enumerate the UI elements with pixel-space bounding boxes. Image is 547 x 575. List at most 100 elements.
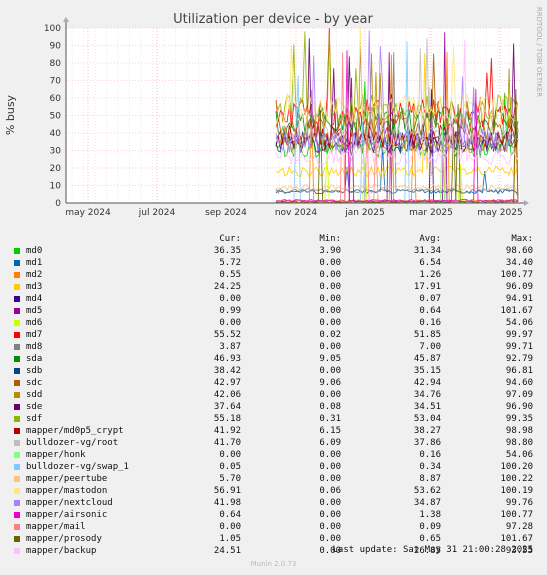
legend-series-name: mapper/backup	[26, 546, 97, 556]
legend-min-value: 0.00	[319, 294, 341, 304]
legend-min-value: 0.08	[319, 402, 341, 412]
legend-series-name: mapper/airsonic	[26, 510, 108, 520]
legend-min-value: 0.00	[319, 534, 341, 544]
legend-cur-value: 41.70	[213, 438, 241, 448]
legend-avg-value: 7.00	[419, 342, 441, 352]
legend-avg-value: 1.26	[419, 270, 441, 280]
legend-max-value: 93.55	[505, 546, 533, 556]
legend-cur-value: 0.00	[219, 294, 241, 304]
legend-max-value: 100.77	[500, 510, 533, 520]
y-tick-label: 50	[50, 112, 62, 122]
legend-min-value: 0.00	[319, 510, 341, 520]
legend-avg-value: 34.87	[413, 498, 441, 508]
legend-cur-value: 46.93	[213, 354, 241, 364]
legend-min-value: 0.00	[319, 366, 341, 376]
legend-avg-value: 1.38	[419, 510, 441, 520]
legend-max-value: 54.06	[505, 318, 533, 328]
legend-min-value: 0.00	[319, 462, 341, 472]
legend-swatch	[14, 248, 20, 254]
legend-series-name: sdf	[26, 414, 43, 424]
x-tick-label: sep 2024	[205, 208, 247, 218]
legend-min-value: 9.06	[319, 378, 341, 388]
legend-cur-value: 0.55	[219, 270, 241, 280]
legend-cur-value: 24.25	[213, 282, 241, 292]
legend-series-name: bulldozer-vg/swap_1	[26, 462, 129, 472]
legend-avg-value: 0.16	[419, 450, 441, 460]
legend-swatch	[14, 392, 20, 398]
legend-max-value: 101.67	[500, 306, 533, 316]
series-line	[275, 27, 519, 126]
rrdtool-watermark: RRDTOOL / TOBI OETIKER	[535, 7, 543, 97]
legend-cur-value: 0.00	[219, 522, 241, 532]
legend-header-min: Min:	[319, 234, 341, 244]
legend-min-value: 0.02	[319, 330, 341, 340]
legend-series-name: sda	[26, 354, 43, 364]
legend-swatch	[14, 416, 20, 422]
legend-row: mapper/md0p5_crypt 41.92 6.15 38.27 98.98	[0, 425, 547, 437]
legend-row: mapper/airsonic 0.64 0.00 1.38 100.77	[0, 509, 547, 521]
last-update: Last update: Sat May 31 21:00:28 2025	[332, 545, 533, 555]
legend-series-name: sde	[26, 402, 43, 412]
legend-avg-value: 31.34	[413, 246, 441, 256]
legend-avg-value: 17.91	[413, 282, 441, 292]
legend-max-value: 99.76	[505, 498, 533, 508]
legend-series-name: md4	[26, 294, 43, 304]
legend-row: mapper/backup 24.51 0.00 26.85 93.55	[0, 545, 547, 557]
legend-max-value: 100.77	[500, 270, 533, 280]
legend-swatch	[14, 452, 20, 458]
legend-avg-value: 0.07	[419, 294, 441, 304]
legend-min-value: 0.00	[319, 342, 341, 352]
legend-avg-value: 35.15	[413, 366, 441, 376]
legend-row: sdf 55.18 0.31 53.04 99.35	[0, 413, 547, 425]
series-line	[275, 28, 519, 130]
series-line	[275, 31, 519, 128]
x-tick-label: jan 2025	[344, 208, 385, 218]
legend-row: sda 46.93 9.05 45.87 92.79	[0, 353, 547, 365]
legend-swatch	[14, 548, 20, 554]
legend-swatch	[14, 524, 20, 530]
munin-version: Munin 2.0.73	[250, 560, 297, 568]
legend-series-name: mapper/mastodon	[26, 486, 108, 496]
legend-avg-value: 0.16	[419, 318, 441, 328]
legend-min-value: 0.00	[319, 390, 341, 400]
x-tick-label: jul 2024	[138, 208, 176, 218]
legend-swatch	[14, 356, 20, 362]
legend-swatch	[14, 404, 20, 410]
legend-swatch	[14, 344, 20, 350]
legend-series-name: mapper/honk	[26, 450, 86, 460]
legend-max-value: 99.97	[505, 330, 533, 340]
legend-cur-value: 0.05	[219, 462, 241, 472]
legend-row: md6 0.00 0.00 0.16 54.06	[0, 317, 547, 329]
legend-series-name: mapper/peertube	[26, 474, 108, 484]
legend-min-value: 0.00	[319, 258, 341, 268]
legend-min-value: 0.00	[319, 474, 341, 484]
legend-avg-value: 38.27	[413, 426, 441, 436]
legend-row: md0 36.35 3.90 31.34 98.60	[0, 245, 547, 257]
legend-avg-value: 42.94	[413, 378, 441, 388]
legend-series-name: mapper/nextcloud	[26, 498, 113, 508]
legend-row: md5 0.99 0.00 0.64 101.67	[0, 305, 547, 317]
y-tick-label: 20	[50, 164, 62, 174]
legend-max-value: 97.28	[505, 522, 533, 532]
legend-min-value: 0.06	[319, 486, 341, 496]
y-tick-label: 40	[50, 129, 62, 139]
legend-series-name: mapper/prosody	[26, 534, 102, 544]
legend-series-name: mapper/mail	[26, 522, 86, 532]
legend-max-value: 98.98	[505, 426, 533, 436]
y-tick-label: 100	[44, 24, 61, 34]
legend-swatch	[14, 440, 20, 446]
legend-series-name: bulldozer-vg/root	[26, 438, 119, 448]
legend-row: bulldozer-vg/swap_1 0.05 0.00 0.34 100.20	[0, 461, 547, 473]
legend-series-name: sdc	[26, 378, 43, 388]
legend-min-value: 6.09	[319, 438, 341, 448]
legend-cur-value: 24.51	[213, 546, 241, 556]
chart-title: Utilization per device - by year	[173, 12, 373, 27]
series-line	[275, 39, 519, 166]
legend-min-value: 0.00	[319, 318, 341, 328]
legend-cur-value: 41.92	[213, 426, 241, 436]
legend-max-value: 98.80	[505, 438, 533, 448]
legend-row: md7 55.52 0.02 51.85 99.97	[0, 329, 547, 341]
legend-row: sdb 38.42 0.00 35.15 96.81	[0, 365, 547, 377]
legend-max-value: 98.60	[505, 246, 533, 256]
legend-swatch	[14, 536, 20, 542]
